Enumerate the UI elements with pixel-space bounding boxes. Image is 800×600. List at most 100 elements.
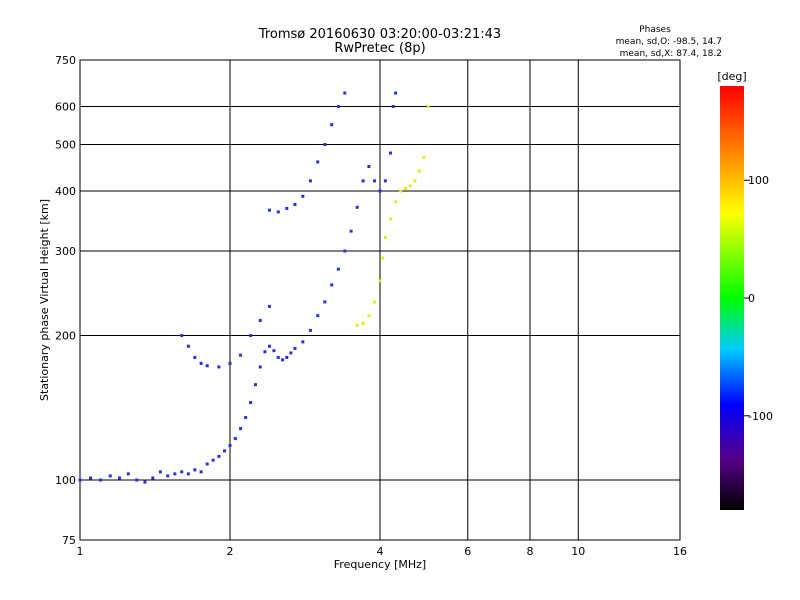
colorbar xyxy=(720,86,744,510)
data-point xyxy=(394,91,398,95)
data-point xyxy=(373,179,377,183)
data-point xyxy=(389,217,393,221)
data-point xyxy=(378,189,382,193)
data-point xyxy=(263,350,267,354)
data-point xyxy=(211,458,215,462)
y-tick-label: 750 xyxy=(55,54,76,67)
data-point xyxy=(355,323,359,327)
data-point xyxy=(285,355,289,359)
data-point xyxy=(173,472,177,476)
stats-header: Phases xyxy=(639,25,671,35)
y-tick-label: 75 xyxy=(62,534,76,547)
data-point xyxy=(336,267,340,271)
data-point xyxy=(126,472,130,476)
y-tick-label: 200 xyxy=(55,330,76,343)
data-point xyxy=(361,179,365,183)
data-point xyxy=(199,361,203,365)
x-tick-label: 16 xyxy=(673,545,687,558)
data-point xyxy=(394,200,398,204)
data-point xyxy=(343,249,347,253)
x-tick-label: 4 xyxy=(377,545,384,558)
data-point xyxy=(186,344,190,348)
data-point xyxy=(272,349,276,353)
y-tick-label: 400 xyxy=(55,185,76,198)
colorbar-tick-label: -100 xyxy=(748,410,773,423)
data-point xyxy=(308,179,312,183)
grid-x xyxy=(229,60,579,540)
data-point xyxy=(293,202,297,206)
data-point xyxy=(223,449,227,453)
x-tick-label: 8 xyxy=(527,545,534,558)
data-point xyxy=(244,415,248,419)
data-point xyxy=(289,351,293,355)
data-point xyxy=(293,346,297,350)
x-tick-label: 10 xyxy=(571,545,585,558)
data-point xyxy=(301,194,305,198)
data-point xyxy=(361,321,365,325)
data-point xyxy=(158,470,162,474)
data-point xyxy=(276,210,280,214)
data-point xyxy=(239,353,243,357)
data-point xyxy=(180,470,184,474)
data-point xyxy=(217,365,221,369)
data-point xyxy=(367,314,371,318)
data-point xyxy=(336,105,340,109)
data-points xyxy=(78,91,430,484)
data-point xyxy=(399,189,403,193)
stats-o-mode: mean, sd,O: -98.5, 14.7 xyxy=(616,37,722,47)
data-point xyxy=(281,358,285,362)
data-point xyxy=(383,179,387,183)
data-point xyxy=(316,314,320,318)
data-point xyxy=(228,444,232,448)
x-tick-label: 6 xyxy=(464,545,471,558)
colorbar-tick-label: 100 xyxy=(748,174,769,187)
data-point xyxy=(378,279,382,283)
data-point xyxy=(343,91,347,95)
data-point xyxy=(151,476,155,480)
data-point xyxy=(381,256,385,260)
data-point xyxy=(408,184,412,188)
data-point xyxy=(99,478,103,482)
data-point xyxy=(117,476,121,480)
data-point xyxy=(217,454,221,458)
data-point xyxy=(253,383,257,387)
data-point xyxy=(426,105,430,109)
data-point xyxy=(413,179,417,183)
data-point xyxy=(276,355,280,359)
data-point xyxy=(89,476,93,480)
data-point xyxy=(417,169,421,173)
data-point xyxy=(258,318,262,322)
y-tick-labels: 75 100 200 300 400 500 600 750 xyxy=(55,54,76,547)
data-point xyxy=(316,160,320,164)
colorbar-tick-label: 0 xyxy=(748,292,755,305)
data-point xyxy=(205,462,209,466)
data-point xyxy=(391,105,395,109)
data-point xyxy=(186,472,190,476)
data-point xyxy=(233,437,237,441)
x-tick-labels: 1 2 4 6 8 10 16 xyxy=(77,545,688,558)
stats-x-mode: mean, sd,X: 87.4, 18.2 xyxy=(620,49,722,59)
data-point xyxy=(205,364,209,368)
y-tick-label: 600 xyxy=(55,101,76,114)
data-point xyxy=(383,236,387,240)
data-point xyxy=(367,164,371,168)
data-point xyxy=(403,186,407,190)
y-tick-label: 300 xyxy=(55,245,76,258)
x-tick-label: 1 xyxy=(77,545,84,558)
data-point xyxy=(258,365,262,369)
data-point xyxy=(349,229,353,233)
data-point xyxy=(193,468,197,472)
colorbar-ticks: 100 0 -100 xyxy=(744,174,773,423)
data-point xyxy=(267,304,271,308)
data-point xyxy=(355,205,359,209)
data-point xyxy=(228,361,232,365)
data-point xyxy=(330,123,334,127)
colorbar-label: [deg] xyxy=(717,70,746,83)
chart-subtitle: RwPretec (8p) xyxy=(334,41,425,56)
data-point xyxy=(199,470,203,474)
x-axis-label: Frequency [MHz] xyxy=(334,558,426,571)
data-point xyxy=(389,151,393,155)
chart-title: Tromsø 20160630 03:20:00-03:21:43 xyxy=(258,27,501,42)
data-point xyxy=(323,300,327,304)
